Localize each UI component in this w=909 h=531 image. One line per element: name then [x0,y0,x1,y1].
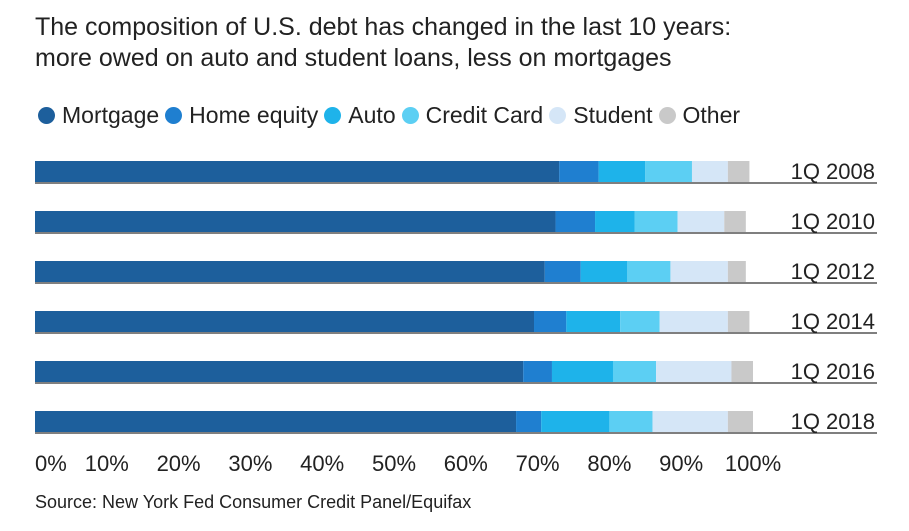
bar-segment-mortgage [35,261,545,282]
bar-segment-auto [566,311,621,332]
bar-segment-credit-card [620,311,660,332]
bar-segment-home-equity [544,261,581,282]
bar-segment-other [727,161,750,182]
title-line-1: The composition of U.S. debt has changed… [35,13,732,41]
bar-segment-auto [580,261,628,282]
x-tick-label: 20% [157,451,201,476]
category-label: 1Q 2012 [791,259,875,284]
legend-label: Mortgage [62,101,160,128]
bar-segment-credit-card [634,211,678,232]
bar-segment-auto [551,361,613,382]
bar-segment-home-equity [555,211,596,232]
bar-segment-student [659,311,728,332]
bar-segment-student [652,411,728,432]
bar-segment-auto [595,211,635,232]
source-note: Source: New York Fed Consumer Credit Pan… [35,492,472,512]
legend-label: Home equity [189,101,319,128]
legend-swatch [549,106,567,124]
legend-swatch [324,106,342,124]
x-tick-label: 100% [725,451,781,476]
bar-segment-credit-card [645,161,692,182]
bar-segment-home-equity [516,411,542,432]
bar-segment-auto [598,161,646,182]
legend-swatch [38,106,55,124]
x-tick-label: 80% [587,451,631,476]
category-label: 1Q 2010 [791,209,875,234]
legend-item-auto: Auto [324,101,396,129]
category-label: 1Q 2014 [791,309,875,334]
x-tick-label: 30% [228,451,272,476]
x-tick-label: 40% [300,451,344,476]
bar-segment-credit-card [612,361,657,382]
legend-swatch [165,106,183,124]
bar-segment-home-equity [523,361,552,382]
category-label: 1Q 2018 [791,409,875,434]
bar-segment-other [727,311,750,332]
bar-segment-mortgage [35,311,535,332]
legend-label: Student [573,101,653,128]
x-tick-label: 60% [444,451,488,476]
legend-label: Credit Card [425,101,544,128]
title-line-2: more owed on auto and student loans, les… [35,44,672,72]
bar-segment-mortgage [35,411,517,432]
x-tick-label: 70% [516,451,560,476]
bar-segment-credit-card [609,411,653,432]
legend-label: Other [682,101,741,128]
x-tick-label: 50% [372,451,416,476]
chart-title: The composition of U.S. debt has changed… [35,12,895,74]
bar-segment-other [731,361,753,382]
bar-segment-student [656,361,732,382]
bar-segment-student [677,211,725,232]
legend-label: Auto [348,101,396,128]
bar-segment-mortgage [35,211,556,232]
bar-segment-home-equity [559,161,599,182]
category-label: 1Q 2016 [791,359,875,384]
legend-item-home-equity: Home equity [165,102,318,129]
x-tick-label: 0% [35,451,67,476]
category-label: 1Q 2008 [791,159,875,184]
legend-item-student: Student [549,101,653,129]
bar-segment-mortgage [35,361,524,382]
bar-segment-mortgage [35,161,560,182]
bar-segment-student [670,261,728,282]
legend-swatch [658,106,676,124]
bar-segment-auto [541,411,610,432]
bar-segment-other [727,411,753,432]
bar-segment-student [691,161,728,182]
bar-segment-home-equity [534,311,567,332]
legend-swatch [401,106,419,124]
bar-segment-credit-card [627,261,671,282]
legend-item-other: Other [658,101,741,129]
legend: Mortgage Home equity Auto Credit Card Studen… [38,100,746,130]
bar-segment-other [727,261,746,282]
legend-item-credit-card: Credit Card [401,101,544,129]
x-tick-label: 10% [85,451,129,476]
x-tick-label: 90% [659,451,703,476]
legend-item-mortgage: Mortgage [38,102,159,129]
bar-segment-other [724,211,746,232]
